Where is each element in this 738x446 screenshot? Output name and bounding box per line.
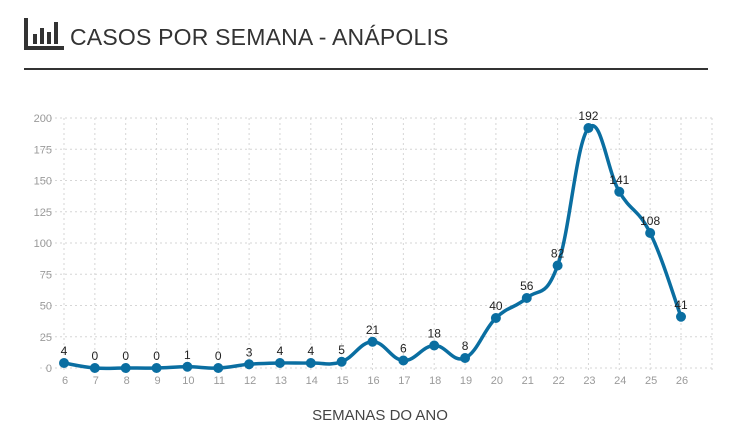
data-label: 41 [674, 298, 688, 312]
data-point [490, 313, 501, 323]
bar-chart-icon [24, 18, 64, 50]
data-point [336, 356, 347, 367]
x-tick-label: 21 [522, 375, 534, 387]
data-label: 8 [462, 339, 469, 353]
y-tick-label: 200 [34, 113, 52, 125]
chart-header: CASOS POR SEMANA - ANÁPOLIS [24, 14, 708, 70]
data-point [151, 363, 162, 373]
y-tick-label: 75 [40, 269, 52, 281]
header-divider [24, 68, 708, 70]
data-point [521, 293, 532, 303]
data-label: 108 [640, 214, 660, 228]
x-tick-label: 24 [614, 375, 626, 387]
x-tick-label: 15 [337, 375, 349, 387]
page-title: CASOS POR SEMANA - ANÁPOLIS [70, 24, 449, 50]
x-tick-label: 16 [367, 375, 379, 387]
data-point [645, 228, 656, 238]
data-point [274, 358, 285, 368]
data-point [398, 355, 409, 366]
x-tick-label: 12 [244, 375, 256, 387]
data-point [59, 358, 69, 368]
x-tick-label: 18 [429, 375, 441, 387]
x-tick-label: 25 [645, 375, 657, 387]
data-point [120, 363, 131, 373]
data-label: 4 [61, 344, 68, 358]
x-tick-label: 19 [460, 375, 472, 387]
data-label: 0 [122, 349, 129, 363]
data-point [213, 363, 224, 373]
data-label: 56 [520, 279, 534, 293]
data-label: 0 [153, 349, 160, 363]
y-tick-label: 175 [34, 144, 52, 156]
data-point [182, 361, 193, 372]
data-point [89, 363, 100, 373]
x-tick-label: 20 [491, 375, 503, 387]
y-tick-label: 50 [40, 301, 52, 313]
x-tick-label: 7 [93, 375, 99, 387]
data-label: 5 [338, 343, 345, 357]
x-tick-label: 10 [182, 375, 194, 387]
y-tick-label: 150 [34, 176, 52, 188]
data-label: 0 [92, 349, 99, 363]
x-tick-label: 11 [214, 375, 225, 387]
data-label: 21 [366, 323, 380, 337]
x-tick-label: 14 [306, 375, 318, 387]
y-tick-label: 25 [40, 332, 52, 344]
data-label: 141 [609, 173, 629, 187]
data-point [614, 186, 625, 197]
data-label: 82 [551, 247, 565, 261]
data-point [676, 311, 686, 322]
y-tick-label: 125 [34, 207, 52, 219]
data-label: 0 [215, 349, 222, 363]
data-label: 18 [428, 327, 442, 341]
y-tick-label: 100 [34, 238, 52, 250]
data-point [367, 336, 378, 347]
data-point [583, 123, 594, 133]
data-label: 4 [307, 344, 314, 358]
data-label: 1 [184, 348, 191, 362]
data-point [460, 353, 471, 363]
data-label: 6 [400, 342, 407, 356]
data-point [552, 260, 563, 271]
x-tick-label: 6 [62, 375, 68, 387]
x-tick-label: 17 [398, 375, 410, 387]
data-label: 3 [246, 345, 253, 359]
data-label: 192 [578, 109, 598, 123]
data-point [244, 359, 255, 370]
x-tick-label: 26 [676, 375, 688, 387]
x-tick-label: 22 [552, 375, 564, 387]
x-tick-label: 23 [583, 375, 595, 387]
data-point [429, 340, 440, 351]
data-label: 4 [277, 344, 284, 358]
data-point [305, 358, 316, 368]
x-tick-label: 9 [154, 375, 160, 387]
x-tick-label: 13 [275, 375, 287, 387]
x-axis-title: SEMANAS DO ANO [312, 407, 448, 424]
data-label: 40 [489, 299, 503, 313]
y-tick-label: 0 [46, 363, 52, 375]
x-tick-label: 8 [124, 375, 130, 387]
